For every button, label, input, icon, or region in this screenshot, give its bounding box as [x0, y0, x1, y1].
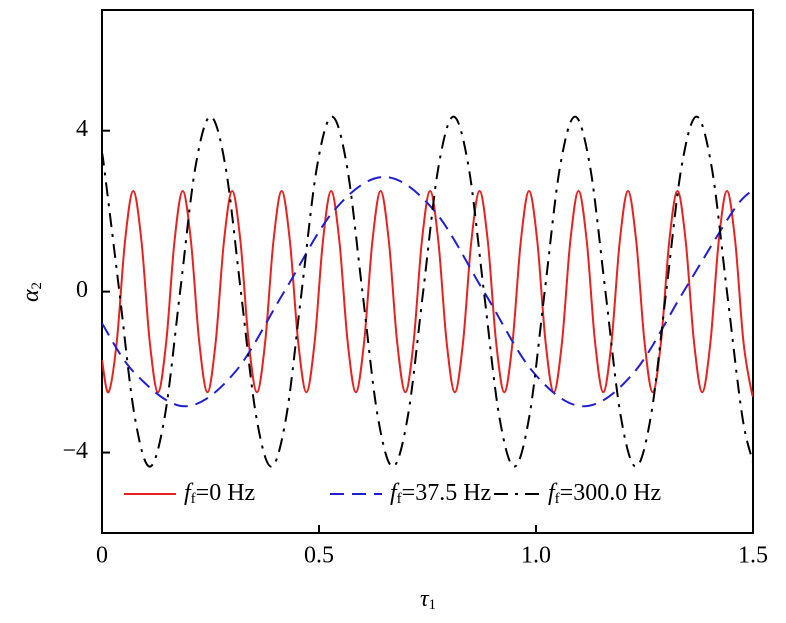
y-tick-label: −4 [62, 438, 88, 464]
x-tick-label: 0.5 [304, 543, 334, 569]
x-tick-label: 0 [96, 543, 108, 569]
legend-label: ff=0 Hz [184, 480, 255, 508]
plot-frame [101, 9, 754, 534]
y-tick-label: 4 [76, 116, 88, 142]
line-series [102, 190, 753, 397]
x-tick-label: 1.5 [738, 543, 768, 569]
line-series [102, 115, 753, 468]
x-tick-label: 1.0 [521, 543, 551, 569]
legend-label: ff=37.5 Hz [390, 480, 491, 508]
y-tick-label: 0 [76, 277, 88, 303]
x-axis-label: τ1 [420, 586, 436, 614]
line-series [102, 175, 753, 408]
legend-label: ff=300.0 Hz [548, 480, 661, 508]
y-axis-label: α2 [18, 282, 46, 302]
